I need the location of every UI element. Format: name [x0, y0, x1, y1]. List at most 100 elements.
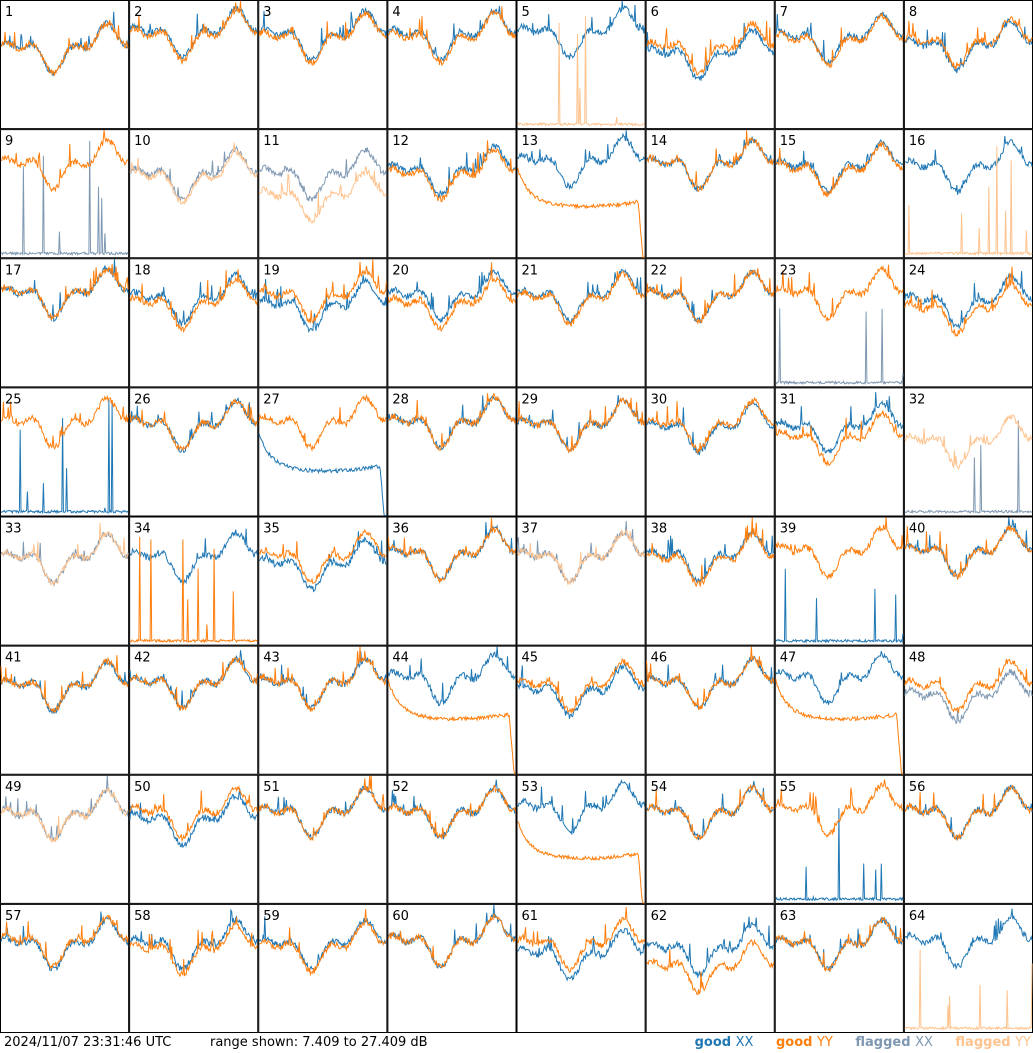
panel-5: 5: [516, 0, 646, 130]
panel-7: 7: [774, 0, 904, 130]
panel-label: 53: [522, 780, 539, 795]
panel-39: 39: [774, 516, 904, 646]
panel-54: 54: [645, 774, 775, 904]
panel-label: 34: [134, 522, 151, 537]
panel-25: 25: [0, 387, 130, 517]
series-yy-line: [646, 396, 775, 454]
panel-label: 38: [651, 522, 668, 537]
series-xx-line: [517, 663, 646, 719]
panel-3: 3: [258, 0, 388, 130]
panel-35: 35: [258, 516, 388, 646]
series-xx-line: [0, 140, 129, 256]
panel-label: 23: [780, 263, 797, 278]
panel-label: 17: [5, 263, 22, 278]
panel-label: 11: [263, 134, 280, 149]
panel-label: 13: [522, 134, 539, 149]
panel-label: 45: [522, 651, 539, 666]
series-yy-line: [517, 167, 645, 258]
panel-52: 52: [387, 774, 517, 904]
panel-frame: [387, 774, 517, 904]
panel-frame: [645, 0, 775, 130]
panel-frame: [0, 387, 130, 517]
panel-50: 50: [129, 774, 259, 904]
series-yy-line: [775, 141, 904, 198]
panel-24: 24: [903, 258, 1033, 388]
series-yy-line: [129, 784, 258, 843]
panel-label: 14: [651, 134, 668, 149]
series-xx-line: [775, 568, 904, 644]
panel-label: 57: [5, 909, 22, 924]
panel-label: 36: [392, 522, 409, 537]
panel-label: 21: [522, 263, 539, 278]
panel-51: 51: [258, 774, 388, 904]
panel-frame: [258, 903, 388, 1033]
series-xx-line: [387, 269, 516, 324]
legend-flagged-xx: flagged XX: [855, 1035, 933, 1050]
panel-label: 2: [134, 5, 142, 20]
series-xx-line: [259, 6, 387, 63]
panel-label: 51: [263, 780, 280, 795]
panel-label: 35: [263, 522, 280, 537]
panel-59: 59: [258, 903, 388, 1033]
series-xx-line: [775, 808, 904, 902]
series-yy-line: [775, 916, 904, 973]
panel-label: 50: [134, 780, 151, 795]
series-yy-line: [388, 140, 516, 203]
series-xx-line: [387, 646, 516, 707]
panel-frame: [129, 387, 259, 517]
series-xx-line: [904, 18, 1033, 74]
panel-label: 29: [522, 392, 539, 407]
panel-label: 20: [392, 263, 409, 278]
panel-label: 59: [263, 909, 280, 924]
series-yy-line: [0, 786, 129, 843]
panel-8: 8: [903, 0, 1033, 130]
series-yy-line: [775, 517, 904, 581]
panel-label: 42: [134, 651, 151, 666]
series-yy-line: [129, 269, 258, 334]
series-yy-line: [904, 16, 1033, 70]
panel-44: 44: [387, 645, 517, 775]
series-xx-line: [517, 778, 646, 835]
series-yy-line: [775, 678, 903, 775]
legend-good-yy: good YY: [775, 1035, 833, 1050]
panel-label: 16: [909, 134, 926, 149]
panel-10: 10: [129, 129, 259, 259]
series-xx-line: [904, 135, 1033, 195]
series-yy-line: [258, 259, 387, 324]
panel-label: 9: [5, 134, 13, 149]
series-yy-line: [775, 264, 904, 322]
panel-15: 15: [774, 129, 904, 259]
panel-60: 60: [387, 903, 517, 1033]
panel-22: 22: [645, 258, 775, 388]
panel-62: 62: [645, 903, 775, 1033]
panel-label: 15: [780, 134, 797, 149]
series-yy-line: [904, 658, 1033, 713]
series-yy-line: [646, 938, 775, 996]
panel-label: 43: [263, 651, 280, 666]
panel-36: 36: [387, 516, 517, 646]
series-xx-line: [775, 651, 904, 705]
panel-16: 16: [903, 129, 1033, 259]
panel-9: 9: [0, 129, 130, 259]
panel-48: 48: [903, 645, 1033, 775]
series-yy-line: [904, 146, 1033, 257]
panel-label: 33: [5, 522, 22, 537]
panel-label: 30: [651, 392, 668, 407]
series-xx-line: [775, 308, 904, 386]
series-xx-line: [775, 139, 904, 195]
series-yy-line: [387, 913, 516, 969]
panel-17: 17: [0, 258, 130, 388]
panel-label: 3: [263, 5, 271, 20]
panel-19: 19: [258, 258, 388, 388]
panel-label: 63: [780, 909, 797, 924]
series-xx-line: [387, 142, 516, 199]
panel-frame: [516, 129, 646, 259]
panel-label: 46: [651, 651, 668, 666]
panel-label: 40: [909, 522, 926, 537]
panel-frame: [0, 516, 130, 646]
panel-label: 12: [392, 134, 409, 149]
series-xx-line: [258, 916, 387, 973]
panel-42: 42: [129, 645, 259, 775]
series-yy-line: [646, 646, 775, 711]
panel-20: 20: [387, 258, 517, 388]
